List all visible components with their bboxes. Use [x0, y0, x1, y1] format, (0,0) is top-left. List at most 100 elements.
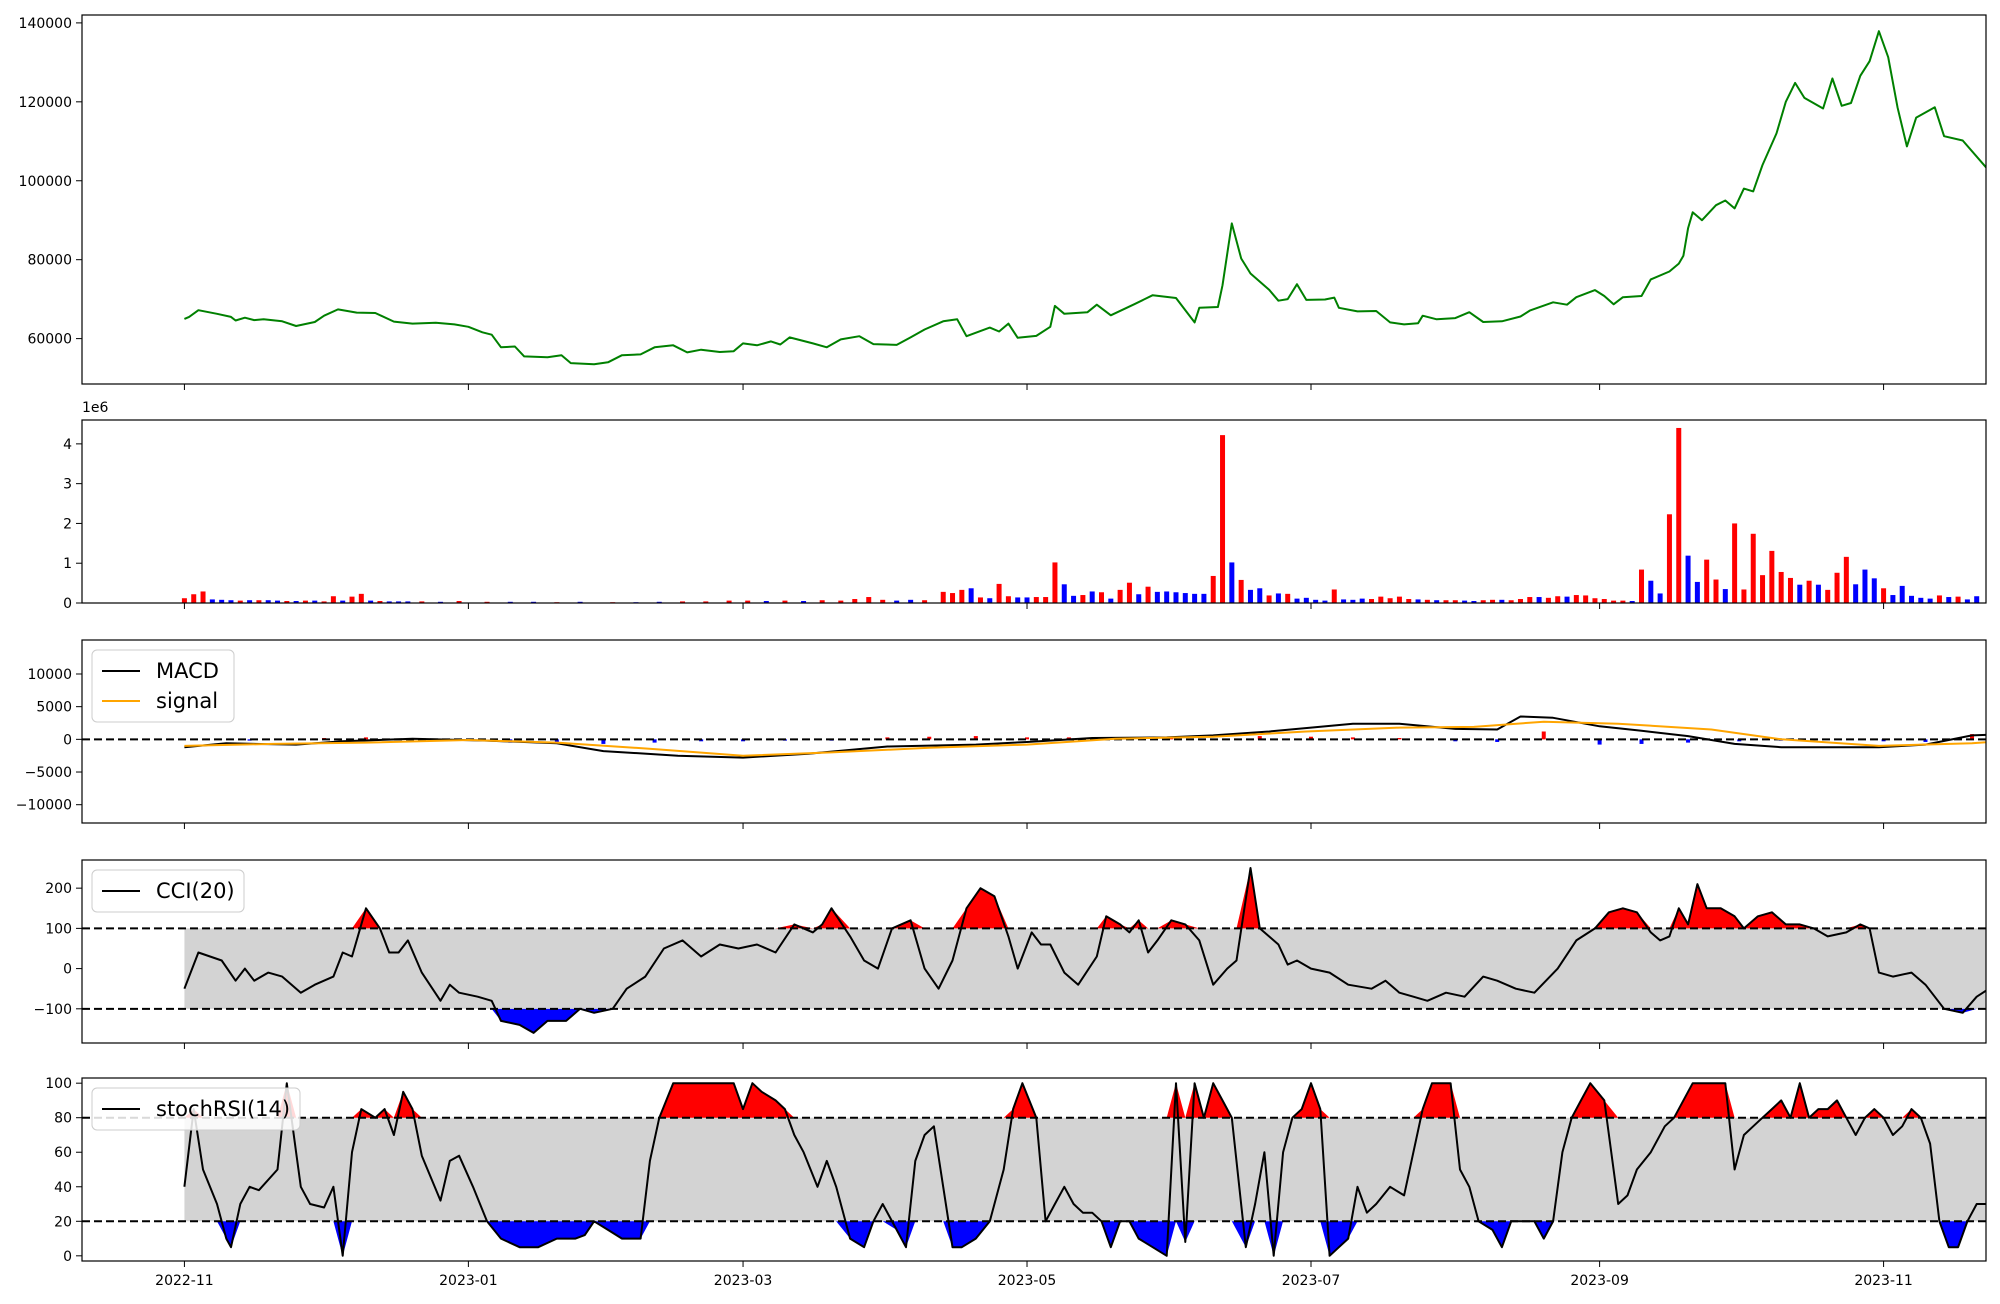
volume-bar [1704, 559, 1710, 603]
volume-bar [1508, 600, 1514, 603]
volume-bar [1536, 597, 1542, 603]
volume-bar [726, 600, 732, 603]
macd-histogram-bar [927, 736, 932, 740]
volume-bar [1331, 589, 1337, 603]
volume-bar [1899, 585, 1905, 603]
volume-bar [1555, 596, 1561, 603]
volume-bar [209, 599, 215, 603]
volume-bar [1247, 589, 1253, 603]
y-tick-label: 120000 [19, 95, 72, 111]
volume-bar [1313, 599, 1319, 603]
volume-bar [1564, 596, 1570, 603]
volume-bar [1322, 600, 1328, 603]
volume-bar [1955, 596, 1961, 603]
y-tick-label: 2 [63, 516, 72, 532]
volume-bar [386, 601, 392, 603]
plot-area-price [184, 30, 1986, 366]
volume-bar [1573, 595, 1579, 603]
overbought-fill-stochrsi [184, 1083, 1986, 1118]
y-tick-label: 40 [54, 1180, 72, 1196]
volume-bar [358, 593, 364, 603]
volume-bar [265, 600, 271, 603]
volume-bar [1117, 589, 1123, 603]
volume-bar [950, 593, 956, 603]
axes-frame-volume [81, 419, 1987, 604]
series-line-macd-1 [184, 720, 1986, 757]
legend-box [91, 1087, 301, 1131]
volume-bar [1732, 523, 1738, 603]
volume-bar [1601, 599, 1607, 603]
volume-bar [1173, 592, 1179, 603]
volume-bar [1517, 599, 1523, 603]
volume-bar [312, 600, 318, 603]
series-line-price-0 [184, 30, 1986, 366]
volume-bar [1648, 580, 1654, 603]
macd-histogram-bar [1257, 736, 1262, 740]
volume-bar [237, 600, 243, 603]
axes-frame-stochrsi [81, 1077, 1987, 1262]
y-offset-label: 1e6 [82, 400, 109, 416]
volume-bar [1080, 595, 1086, 603]
volume-bar [894, 600, 900, 603]
macd-histogram-bar [1169, 738, 1174, 740]
volume-bar [1471, 601, 1477, 603]
volume-bar [782, 600, 788, 603]
y-tick-label: 100 [45, 921, 72, 937]
macd-histogram-bar [1350, 737, 1355, 740]
overbought-fill-cci [184, 868, 1986, 929]
volume-bar [1778, 571, 1784, 603]
volume-bar [1424, 599, 1430, 603]
series-line-cci-0 [183, 867, 1986, 1034]
volume-bar [1797, 584, 1803, 603]
y-tick-label: 60 [54, 1145, 72, 1161]
x-tick-label: 2023-09 [1570, 1273, 1629, 1289]
volume-bar [1750, 533, 1756, 603]
volume-bar [228, 600, 234, 603]
band-stochrsi [184, 1117, 1986, 1222]
volume-bar [321, 601, 327, 603]
volume-bar [1359, 598, 1365, 603]
y-tick-label: 0 [63, 962, 72, 978]
y-tick-label: 4 [63, 437, 72, 453]
volume-bar [922, 600, 928, 603]
plot-area-macd [82, 715, 1986, 759]
volume-bar [959, 589, 965, 603]
volume-bar [1396, 596, 1402, 603]
volume-bar [256, 600, 262, 603]
axes-frame-macd [81, 639, 1987, 824]
y-tick-label: −10000 [16, 798, 72, 814]
macd-histogram-bar [1639, 739, 1644, 744]
volume-bar [1341, 599, 1347, 603]
y-tick-label: 200 [45, 881, 72, 897]
volume-bar [247, 600, 253, 603]
plot-area-stochrsi [82, 1082, 1986, 1257]
volume-bar [1257, 588, 1263, 603]
macd-histogram-bar [601, 739, 606, 744]
volume-bar [1713, 579, 1719, 603]
macd-histogram-bar [1597, 739, 1602, 745]
volume-bar [1099, 592, 1105, 603]
legend-box [91, 649, 235, 723]
volume-bar [1545, 597, 1551, 603]
volume-bar [275, 600, 281, 603]
volume-bar [330, 596, 336, 603]
volume-bar [1145, 586, 1151, 603]
legend-label: stochRSI(14) [156, 1097, 290, 1121]
volume-bar [456, 601, 462, 603]
volume-bar [1406, 599, 1412, 603]
legend-cci: CCI(20) [91, 869, 245, 913]
volume-bar [1154, 591, 1160, 603]
volume-bar [1806, 580, 1812, 603]
volume-bar [419, 601, 425, 603]
volume-bar [1294, 598, 1300, 603]
y-tick-label: 3 [63, 477, 72, 493]
volume-bar [396, 601, 402, 603]
panel-volume: 0 1 2 3 4 1e6 [63, 400, 1987, 612]
panel-cci: −100 0 100 200 CCI(20) [34, 859, 1987, 1049]
volume-bar [940, 591, 946, 603]
volume-bar [1964, 599, 1970, 603]
volume-bar [1862, 569, 1868, 603]
volume-bar [219, 599, 225, 603]
volume-bar [1490, 599, 1496, 603]
